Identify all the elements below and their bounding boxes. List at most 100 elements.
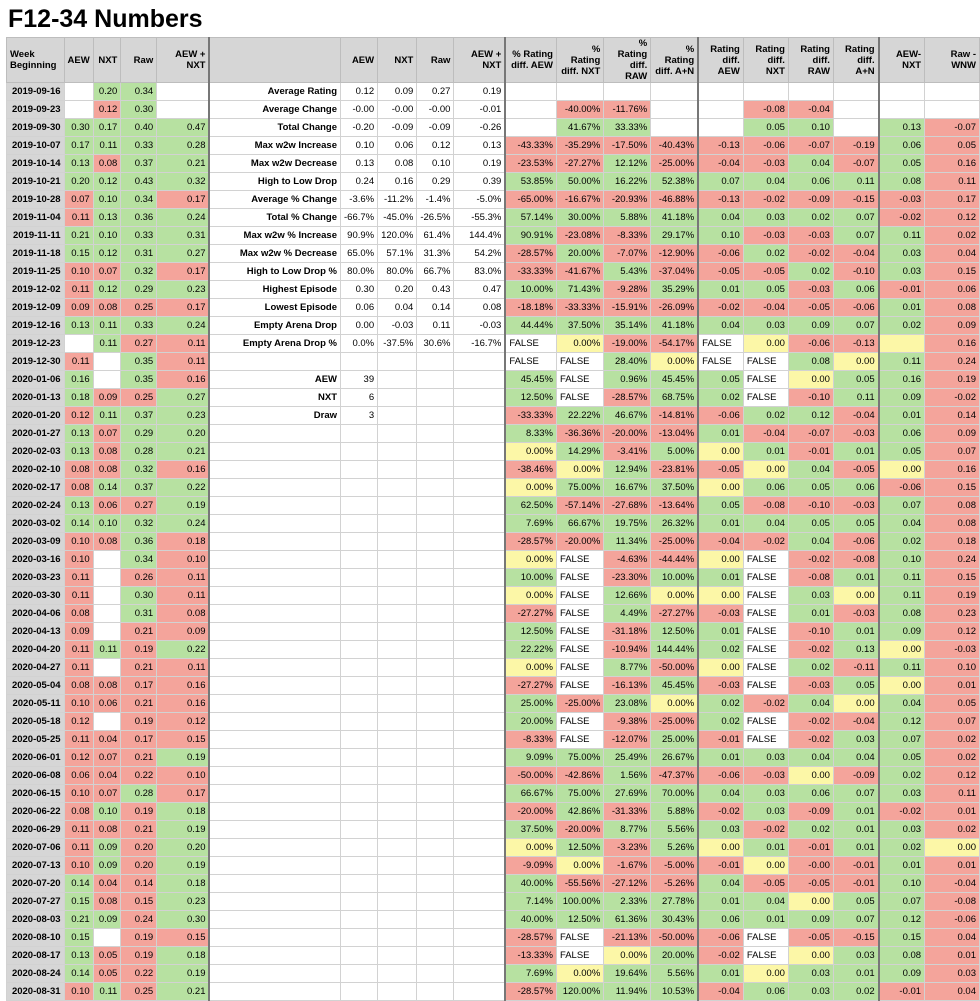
aew-nxt-sum-cell: 0.23 (156, 892, 210, 911)
raw-minus-wnw-cell: 0.16 (924, 154, 980, 173)
diff-aew-cell: -0.01 (697, 856, 744, 875)
pct-diff-raw-cell (603, 82, 652, 101)
table-row: 2020-04-27 0.11 0.21 0.11 0.00% FALSE 8.77% -50… (6, 658, 980, 677)
stat-raw-cell: 0.11 (416, 316, 455, 335)
stat-aew-nxt-cell: -16.7% (453, 334, 506, 353)
pct-diff-aew-cell: FALSE (504, 352, 557, 371)
pct-diff-raw-cell: 16.22% (603, 172, 652, 191)
aew-minus-nxt-cell: -0.06 (877, 478, 926, 497)
stat-nxt-cell (377, 658, 418, 677)
diff-raw-cell: 0.03 (787, 982, 834, 1001)
pct-diff-nxt-cell: -20.00% (555, 532, 605, 551)
pct-diff-nxt-cell: 0.00% (555, 964, 605, 983)
aew-minus-nxt-cell: 0.01 (877, 406, 926, 425)
stat-label-cell (208, 352, 342, 371)
pct-diff-nxt-cell: 120.00% (555, 982, 605, 1001)
diff-nxt-cell: 0.01 (742, 442, 789, 461)
table-row: 2020-08-10 0.15 0.19 0.15 -28.57% FALSE -21.13… (6, 928, 980, 947)
table-row: 2019-12-16 0.13 0.11 0.33 0.24 Empty Arena Dr… (6, 316, 980, 335)
stat-label-cell: Empty Arena Drop (208, 316, 342, 335)
stat-label-cell (208, 550, 342, 569)
pct-diff-aew-cell: 10.00% (504, 280, 557, 299)
diff-raw-cell: 0.04 (787, 532, 834, 551)
diff-raw-cell (787, 82, 834, 101)
diff-aew-cell: -0.04 (697, 982, 744, 1001)
pct-diff-aew-cell: -9.09% (504, 856, 557, 875)
pct-diff-nxt-cell: -36.36% (555, 424, 605, 443)
stat-raw-cell: 0.43 (416, 280, 455, 299)
table-row: 2020-01-06 0.16 0.35 0.16 AEW 39 45.45% FALSE 0.… (6, 370, 980, 389)
week-cell: 2019-12-30 (6, 352, 65, 371)
diff-nxt-cell: 0.03 (742, 208, 789, 227)
raw-rating-cell: 0.33 (120, 226, 158, 245)
week-cell: 2020-04-27 (6, 658, 65, 677)
pct-diff-an-cell: -25.00% (650, 154, 699, 173)
stat-label-cell: Average Change (208, 100, 342, 119)
week-cell: 2020-08-24 (6, 964, 65, 983)
raw-rating-cell: 0.34 (120, 550, 158, 569)
table-row: 2020-06-22 0.08 0.10 0.19 0.18 -20.00% 42.86% -… (6, 802, 980, 821)
pct-diff-an-cell: -13.64% (650, 496, 699, 515)
pct-diff-aew-cell: 0.00% (504, 478, 557, 497)
aew-nxt-sum-cell: 0.12 (156, 712, 210, 731)
stat-aew-nxt-cell: -0.01 (453, 100, 506, 119)
aew-nxt-sum-cell: 0.23 (156, 406, 210, 425)
header-stat-label (208, 37, 342, 83)
raw-minus-wnw-cell: -0.03 (924, 640, 980, 659)
aew-minus-nxt-cell (877, 334, 926, 353)
pct-diff-raw-cell: 23.08% (603, 694, 652, 713)
aew-minus-nxt-cell: 0.10 (877, 874, 926, 893)
nxt-rating-cell: 0.20 (92, 82, 122, 101)
aew-minus-nxt-cell: 0.06 (877, 424, 926, 443)
diff-aew-cell: 0.05 (697, 370, 744, 389)
week-cell: 2020-05-18 (6, 712, 65, 731)
raw-rating-cell: 0.29 (120, 424, 158, 443)
pct-diff-raw-cell: -27.68% (603, 496, 652, 515)
nxt-rating-cell: 0.07 (92, 748, 122, 767)
pct-diff-raw-cell: 61.36% (603, 910, 652, 929)
aew-nxt-sum-cell: 0.09 (156, 622, 210, 641)
stat-raw-cell (416, 478, 455, 497)
pct-diff-an-cell: 12.50% (650, 622, 699, 641)
diff-raw-cell: 0.04 (787, 154, 834, 173)
pct-diff-raw-cell: 11.34% (603, 532, 652, 551)
stat-aew-cell: 80.0% (339, 262, 379, 281)
header-stat-aew: AEW (339, 37, 379, 83)
table-row: 2020-07-27 0.15 0.08 0.15 0.23 7.14% 100.00% 2.… (6, 892, 980, 911)
raw-minus-wnw-cell: 0.09 (924, 316, 980, 335)
table-row: 2019-11-25 0.10 0.07 0.32 0.17 High to Low Dr… (6, 262, 980, 281)
diff-an-cell: 0.00 (832, 586, 880, 605)
table-row: 2020-08-17 0.13 0.05 0.19 0.18 -13.33% FALSE 0.… (6, 946, 980, 965)
diff-nxt-cell: -0.04 (742, 298, 789, 317)
aew-minus-nxt-cell: 0.02 (877, 316, 926, 335)
aew-nxt-sum-cell: 0.23 (156, 280, 210, 299)
pct-diff-an-cell: 10.53% (650, 982, 699, 1001)
pct-diff-raw-cell: -19.00% (603, 334, 652, 353)
pct-diff-nxt-cell: 37.50% (555, 316, 605, 335)
diff-nxt-cell: FALSE (742, 604, 789, 623)
stat-label-cell (208, 766, 342, 785)
stat-aew-cell (339, 640, 379, 659)
diff-nxt-cell: FALSE (742, 550, 789, 569)
stat-aew-cell: -0.00 (339, 100, 379, 119)
diff-nxt-cell: -0.02 (742, 532, 789, 551)
pct-diff-aew-cell: 0.00% (504, 442, 557, 461)
stat-aew-nxt-cell (453, 550, 506, 569)
week-cell: 2019-11-04 (6, 208, 65, 227)
pct-diff-an-cell: 30.43% (650, 910, 699, 929)
pct-diff-aew-cell: -28.57% (504, 928, 557, 947)
stat-aew-cell (339, 352, 379, 371)
stat-aew-nxt-cell (453, 568, 506, 587)
aew-nxt-sum-cell: 0.16 (156, 676, 210, 695)
table-row: 2019-12-09 0.09 0.08 0.25 0.17 Lowest Episode… (6, 298, 980, 317)
stat-aew-nxt-cell (453, 730, 506, 749)
pct-diff-an-cell: 26.32% (650, 514, 699, 533)
aew-rating-cell (63, 82, 94, 101)
pct-diff-aew-cell: 37.50% (504, 820, 557, 839)
stat-raw-cell (416, 532, 455, 551)
aew-minus-nxt-cell: 0.00 (877, 460, 926, 479)
pct-diff-an-cell: -12.90% (650, 244, 699, 263)
stat-label-cell (208, 748, 342, 767)
diff-nxt-cell: -0.02 (742, 190, 789, 209)
aew-nxt-sum-cell: 0.24 (156, 208, 210, 227)
